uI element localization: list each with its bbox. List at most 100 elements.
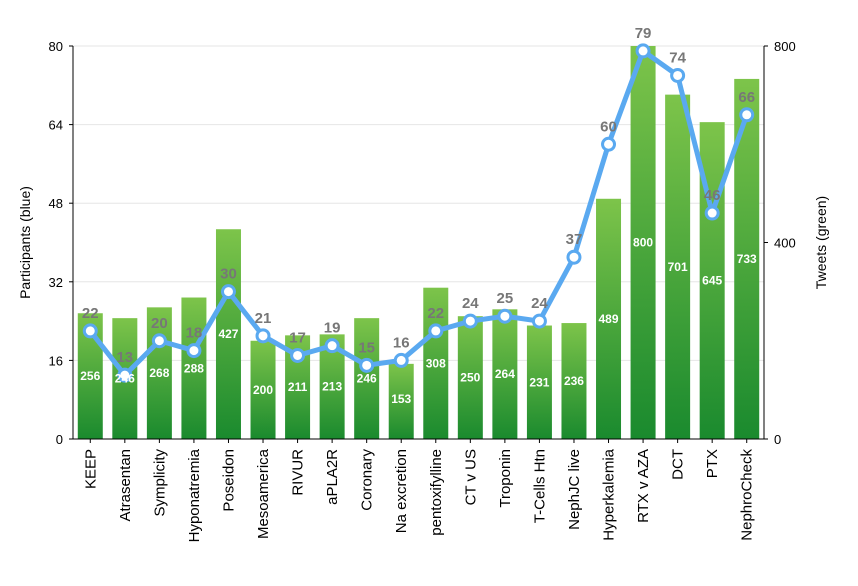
line-point — [428, 323, 444, 339]
line-value-label: 17 — [289, 329, 306, 346]
x-tick-label: pentoxifylline — [428, 449, 445, 536]
line-point — [566, 249, 582, 265]
bar-value-label: 308 — [426, 356, 446, 370]
bar-value-label: 246 — [357, 372, 377, 386]
line-point — [393, 352, 409, 368]
x-tick-label: T-Cells Htn — [531, 449, 548, 523]
bar-value-label: 200 — [253, 383, 273, 397]
bar-value-label: 246 — [115, 372, 135, 386]
bar — [250, 340, 276, 439]
bar — [181, 297, 207, 439]
line-point — [82, 323, 98, 339]
x-tick-label: Coronary — [359, 449, 376, 511]
x-tick-label: RTX v AZA — [635, 449, 652, 523]
bar — [423, 287, 449, 439]
line-value-label: 79 — [635, 25, 652, 42]
line-value-label: 15 — [358, 339, 375, 356]
y-tick-label: 32 — [49, 275, 63, 290]
bar — [596, 198, 622, 439]
line-value-label: 24 — [462, 295, 479, 312]
line-point — [290, 347, 306, 363]
line-point — [186, 343, 202, 359]
bar — [388, 363, 414, 439]
line-point — [635, 43, 651, 59]
line-point — [220, 284, 236, 300]
line-value-label: 18 — [186, 325, 203, 342]
line-value-label: 22 — [427, 305, 444, 322]
y-tick-label: 0 — [56, 432, 63, 447]
line-value-label: 24 — [531, 295, 548, 312]
bar-value-label: 489 — [599, 312, 619, 326]
x-tick-label: aPLA2R — [324, 449, 341, 505]
x-tick-label: Atrasentan — [117, 449, 134, 522]
bar-value-label: 800 — [633, 236, 653, 250]
y2-axis-title: Tweets (green) — [813, 196, 829, 289]
bar-value-label: 231 — [529, 375, 549, 389]
x-tick-label: Na excretion — [393, 449, 410, 533]
line-layer — [82, 43, 755, 383]
bar-value-label: 264 — [495, 367, 515, 381]
x-tick-label: NephroCheck — [739, 449, 756, 541]
bar-value-label: 701 — [668, 260, 688, 274]
x-tick-label: RIVUR — [290, 449, 307, 496]
line-value-label: 25 — [497, 290, 514, 307]
bar — [492, 309, 518, 439]
y2-tick-label: 400 — [774, 236, 796, 251]
bar-value-label: 427 — [218, 327, 238, 341]
bar-value-label: 213 — [322, 380, 342, 394]
bar-value-label: 268 — [149, 366, 169, 380]
line-value-label: 21 — [255, 310, 272, 327]
line-point — [497, 308, 513, 324]
bar — [354, 318, 380, 439]
x-tick-label: Mesoamerica — [255, 448, 272, 539]
line-point — [151, 333, 167, 349]
y-tick-label: 16 — [49, 353, 63, 368]
y-tick-label: 64 — [49, 118, 63, 133]
line-point — [739, 107, 755, 123]
line-point — [531, 313, 547, 329]
participants-line — [87, 48, 750, 378]
x-tick-label: CT v US — [462, 449, 479, 505]
y-axis-title: Participants (blue) — [17, 186, 33, 299]
bar — [526, 325, 552, 439]
x-tick-label: Troponin — [497, 449, 514, 508]
x-tick-label: Hyponatremia — [186, 448, 203, 542]
line-point — [255, 328, 271, 344]
axis-layer: 0 16 32 48 64 800 400 800 KEEP Atrasentan Symplici… — [49, 39, 796, 542]
line-point — [324, 338, 340, 354]
y-tick-label: 48 — [49, 196, 63, 211]
line-point — [601, 136, 617, 152]
x-tick-label: Symplicity — [151, 449, 168, 517]
bar-value-label: 288 — [184, 361, 204, 375]
line-point — [359, 357, 375, 373]
bar — [457, 316, 483, 439]
line-value-label: 16 — [393, 334, 410, 351]
bar — [561, 323, 587, 439]
grid-layer — [73, 45, 764, 361]
line-value-label: 60 — [600, 118, 617, 135]
bar — [665, 94, 691, 439]
x-tick-label: DCT — [670, 449, 687, 480]
line-value-label: 20 — [151, 315, 168, 332]
x-tick-label: Hyperkalemia — [601, 448, 618, 540]
line-value-label: 22 — [82, 305, 99, 322]
bar-value-label: 733 — [737, 252, 757, 266]
line-value-label: 46 — [704, 187, 721, 204]
line-value-label: 30 — [220, 266, 237, 283]
bar — [146, 307, 172, 439]
bar-value-label: 645 — [702, 274, 722, 288]
bar — [630, 46, 656, 439]
line-point — [117, 367, 133, 383]
y2-tick-label: 0 — [774, 432, 781, 447]
x-tick-label: KEEP — [82, 449, 99, 489]
label-layer: 256 246 268 288 427 200 211 213 246 153 308 250 264 2… — [80, 25, 757, 406]
x-tick-label: PTX — [704, 449, 721, 478]
x-tick-label: Poseidon — [220, 449, 237, 512]
bar-value-label: 250 — [460, 371, 480, 385]
line-point — [670, 67, 686, 83]
y2-tick-label: 800 — [774, 39, 796, 54]
bar-value-label: 153 — [391, 392, 411, 406]
line-value-label: 37 — [566, 231, 583, 248]
bar-value-label: 211 — [288, 380, 308, 394]
